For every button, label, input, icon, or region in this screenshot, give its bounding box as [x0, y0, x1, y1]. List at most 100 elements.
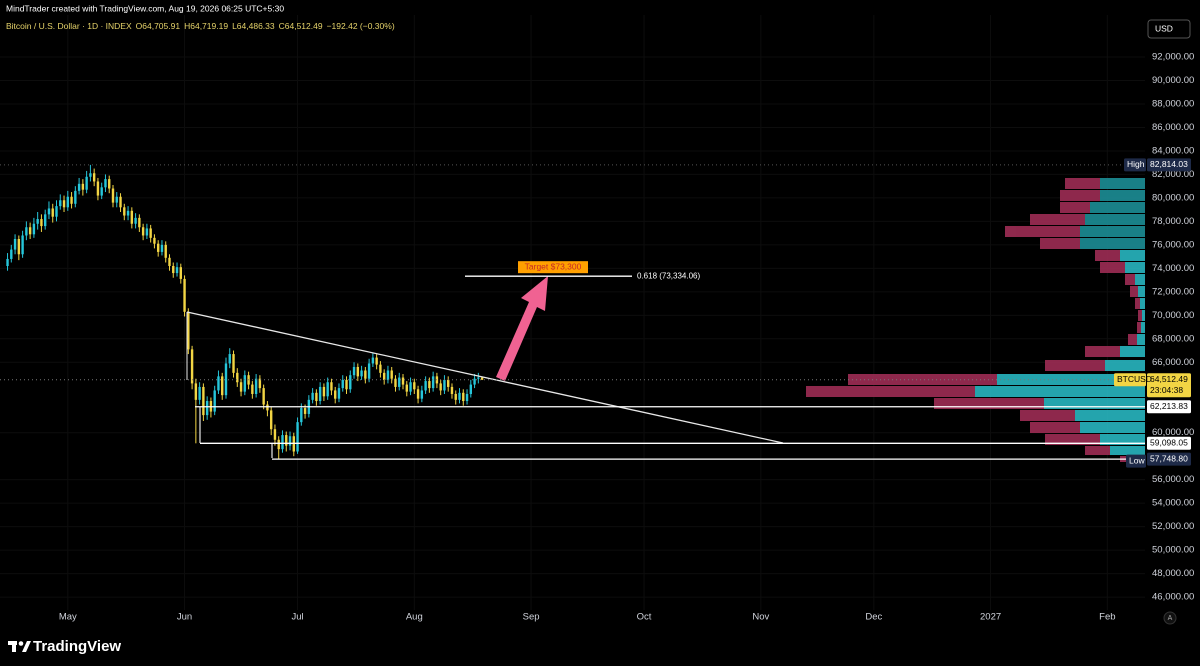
- y-tick-label: 68,000.00: [1152, 333, 1194, 344]
- candle-body: [326, 382, 329, 397]
- candle-body: [13, 239, 17, 250]
- vp-up: [1105, 360, 1145, 371]
- candle-body: [156, 243, 160, 252]
- candle-body: [70, 196, 73, 204]
- currency-button[interactable]: [1147, 19, 1191, 39]
- currency-label[interactable]: USD: [1155, 23, 1173, 33]
- last-price-text: 64,512.49: [1150, 374, 1188, 384]
- vp-down: [1020, 410, 1075, 421]
- autoscale-button[interactable]: [1163, 611, 1177, 625]
- candle-body: [198, 386, 201, 400]
- x-tick-label: Aug: [406, 612, 423, 623]
- vp-down: [1005, 226, 1080, 237]
- y-tick-label: 92,000.00: [1152, 52, 1194, 63]
- candle-body: [341, 379, 344, 389]
- vp-down: [1030, 214, 1085, 225]
- brand-logo: [8, 641, 31, 652]
- candle-body: [17, 239, 21, 255]
- x-tick-label: Jul: [291, 612, 303, 623]
- y-tick-label: 80,000.00: [1152, 192, 1194, 203]
- y-tick-label: 52,000.00: [1152, 521, 1194, 532]
- candle-body: [47, 208, 51, 215]
- candle-body: [190, 349, 194, 384]
- candle-body: [266, 404, 269, 411]
- candle-body: [379, 364, 382, 373]
- symbol-tag-box: [1114, 373, 1146, 387]
- vp-up: [1075, 410, 1145, 421]
- candle-body: [262, 388, 265, 405]
- brand[interactable]: TradingView: [33, 638, 121, 655]
- candle-body: [149, 228, 152, 238]
- candle-body: [345, 379, 348, 390]
- candle-body: [179, 267, 182, 279]
- candle-body: [480, 377, 484, 380]
- change: −192.42 (−0.30%): [327, 21, 395, 31]
- low-tag-box: [1126, 454, 1146, 468]
- candle-body: [337, 388, 341, 399]
- y-tick-label: 60,000.00: [1152, 427, 1194, 438]
- ohlc-label: O: [136, 21, 143, 31]
- candle-body: [311, 392, 314, 400]
- candle-body: [273, 429, 277, 440]
- candle-body: [32, 223, 36, 235]
- footer: [0, 628, 1200, 666]
- candle-body: [81, 183, 85, 190]
- vp-down: [1045, 360, 1105, 371]
- candle-body: [126, 210, 130, 216]
- candle-body: [202, 386, 205, 416]
- autoscale-label[interactable]: A: [1168, 615, 1173, 622]
- candle-body: [194, 383, 198, 400]
- x-tick-label: May: [59, 612, 77, 623]
- candle-body: [424, 381, 427, 391]
- candle-body: [239, 382, 243, 392]
- vp-down: [1030, 422, 1080, 433]
- candle-body: [134, 217, 137, 224]
- candle-body: [315, 392, 318, 402]
- candle-body: [36, 219, 39, 224]
- vp-up: [1140, 298, 1145, 309]
- vp-down: [1085, 446, 1110, 455]
- candle-body: [251, 384, 254, 394]
- y-tick-label: 48,000.00: [1152, 568, 1194, 579]
- candle-body: [416, 389, 420, 399]
- candle-body: [473, 378, 476, 385]
- candle-body: [390, 370, 393, 379]
- y-tick-label: 70,000.00: [1152, 310, 1194, 321]
- y-tick-label: 66,000.00: [1152, 357, 1194, 368]
- candle-body: [175, 267, 179, 274]
- candle-body: [224, 363, 228, 396]
- y-tick-label: 86,000.00: [1152, 122, 1194, 133]
- candle-body: [364, 370, 367, 379]
- candle-body: [104, 179, 107, 188]
- candle-body: [74, 190, 77, 204]
- high-value-box: [1147, 158, 1191, 172]
- logo-part: [22, 641, 31, 652]
- candle-body: [413, 382, 416, 390]
- vp-down: [806, 386, 975, 397]
- vp-down: [1095, 250, 1120, 261]
- low-value-box: [1147, 452, 1191, 466]
- vp-up: [1125, 262, 1145, 273]
- candle-body: [221, 376, 224, 396]
- candle-body: [6, 258, 9, 267]
- candle-body: [420, 390, 424, 399]
- x-tick-label: Nov: [752, 612, 769, 623]
- vp-down: [1130, 286, 1138, 297]
- high-tag-box: [1124, 158, 1146, 172]
- candle-body: [352, 366, 356, 376]
- level-tag-box: [1147, 400, 1191, 414]
- y-tick-label: 78,000.00: [1152, 216, 1194, 227]
- candle-body: [330, 382, 333, 391]
- vp-up: [1080, 422, 1145, 433]
- candle-body: [59, 200, 62, 207]
- candle-body: [108, 179, 111, 189]
- vp-up: [1090, 202, 1145, 213]
- logo-part: [12, 641, 16, 652]
- vp-up: [1120, 346, 1145, 357]
- candle-body: [360, 370, 363, 377]
- candle-body: [51, 208, 54, 217]
- symbol-tag-text: BTCUSD: [1117, 374, 1152, 384]
- candle-body: [55, 206, 58, 217]
- grid: [0, 15, 1145, 610]
